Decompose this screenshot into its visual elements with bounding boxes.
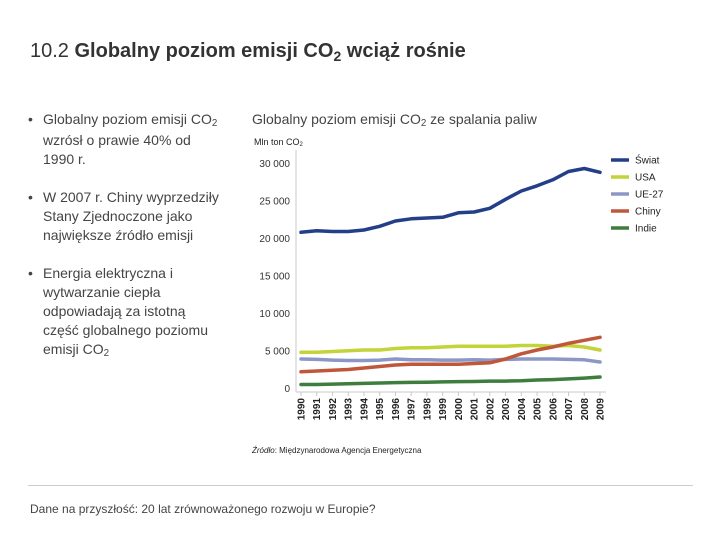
bullet-text: W 2007 r. Chiny wyprzedziły Stany Zjedno… bbox=[43, 189, 219, 243]
y-axis-ticks: 0 5 000 10 000 15 000 20 000 25 000 30 000 bbox=[259, 159, 290, 395]
bullet-text: Energia elektryczna i wytwarzanie ciepła… bbox=[43, 265, 208, 357]
legend-label: UE-27 bbox=[635, 190, 664, 201]
y-tick-label: 20 000 bbox=[259, 234, 290, 245]
x-tick-label: 2008 bbox=[580, 398, 591, 421]
y-axis-label: Mln ton CO2 bbox=[254, 137, 304, 148]
slide-title-subscript: 2 bbox=[333, 47, 342, 64]
x-tick-label: 2009 bbox=[596, 398, 607, 421]
bullet-item: Globalny poziom emisji CO2 wzrósł o praw… bbox=[28, 110, 223, 169]
y-tick-label: 5 000 bbox=[265, 347, 290, 358]
legend-label: Świat bbox=[635, 154, 660, 167]
legend-label: Indie bbox=[635, 224, 657, 235]
chart-title: Globalny poziom emisji CO2 ze spalania p… bbox=[252, 111, 537, 130]
x-tick-label: 1998 bbox=[422, 398, 433, 421]
x-tick-label: 1991 bbox=[312, 398, 323, 421]
x-tick-label: 2006 bbox=[548, 398, 559, 421]
chart-title-text: Globalny poziom emisji CO bbox=[252, 111, 421, 127]
x-axis-ticks: 1990 1991 1992 1993 1994 1995 1996 1997 1998 1999… bbox=[297, 392, 607, 420]
bullet-list: Globalny poziom emisji CO2 wzrósł o praw… bbox=[28, 110, 223, 380]
x-tick-label: 2000 bbox=[454, 398, 465, 421]
bullet-text: Globalny poziom emisji CO bbox=[43, 111, 212, 127]
chart-title-text-tail: ze spalania paliw bbox=[426, 111, 537, 127]
series-line bbox=[299, 166, 602, 235]
x-tick-label: 2002 bbox=[485, 398, 496, 421]
series-line bbox=[299, 357, 602, 364]
chart-title-subscript: 2 bbox=[420, 118, 427, 130]
x-tick-label: 2005 bbox=[533, 398, 544, 421]
x-tick-label: 1997 bbox=[407, 398, 418, 421]
bullet-item: W 2007 r. Chiny wyprzedziły Stany Zjedno… bbox=[28, 188, 223, 245]
footer-divider bbox=[28, 485, 693, 486]
x-tick-label: 1995 bbox=[375, 398, 386, 421]
bullet-text-tail: wzrósł o prawie 40% od 1990 r. bbox=[43, 132, 191, 167]
bullet-item: Energia elektryczna i wytwarzanie ciepła… bbox=[28, 264, 223, 361]
series-line bbox=[299, 375, 602, 387]
legend: Świat USA UE-27 Chiny Indie bbox=[611, 154, 664, 235]
bullet-subscript: 2 bbox=[211, 118, 218, 130]
bullet-subscript: 2 bbox=[103, 348, 110, 360]
x-tick-label: 1990 bbox=[297, 398, 308, 421]
slide-footer: Dane na przyszłość: 20 lat zrównoważoneg… bbox=[30, 502, 376, 516]
slide-title-text-b: wciąż rośnie bbox=[341, 40, 466, 62]
x-tick-label: 1992 bbox=[328, 398, 339, 421]
y-tick-label: 0 bbox=[284, 384, 290, 395]
x-tick-label: 1993 bbox=[344, 398, 355, 421]
legend-label: Chiny bbox=[635, 207, 661, 218]
y-tick-label: 15 000 bbox=[259, 272, 290, 283]
y-tick-label: 25 000 bbox=[259, 197, 290, 208]
slide-title-number: 10.2 bbox=[30, 40, 69, 62]
y-tick-label: 10 000 bbox=[259, 309, 290, 320]
x-tick-label: 2001 bbox=[470, 398, 481, 421]
series-line bbox=[299, 335, 602, 374]
x-tick-label: 1994 bbox=[359, 398, 370, 421]
x-tick-label: 2007 bbox=[564, 398, 575, 421]
slide-title: 10.2 Globalny poziom emisji CO2 wciąż ro… bbox=[30, 40, 466, 64]
source-note: Źródło: Międzynarodowa Agencja Energetyc… bbox=[251, 446, 422, 455]
slide-title-text-a: Globalny poziom emisji CO bbox=[74, 40, 334, 62]
series-lines bbox=[299, 166, 602, 387]
x-tick-label: 2003 bbox=[501, 398, 512, 421]
y-tick-label: 30 000 bbox=[259, 159, 290, 170]
x-tick-label: 1999 bbox=[438, 398, 449, 421]
x-tick-label: 2004 bbox=[517, 398, 528, 421]
x-tick-label: 1996 bbox=[391, 398, 402, 421]
legend-label: USA bbox=[635, 173, 656, 184]
